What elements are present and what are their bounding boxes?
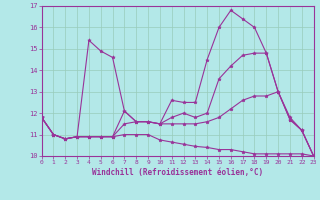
X-axis label: Windchill (Refroidissement éolien,°C): Windchill (Refroidissement éolien,°C) [92, 168, 263, 177]
